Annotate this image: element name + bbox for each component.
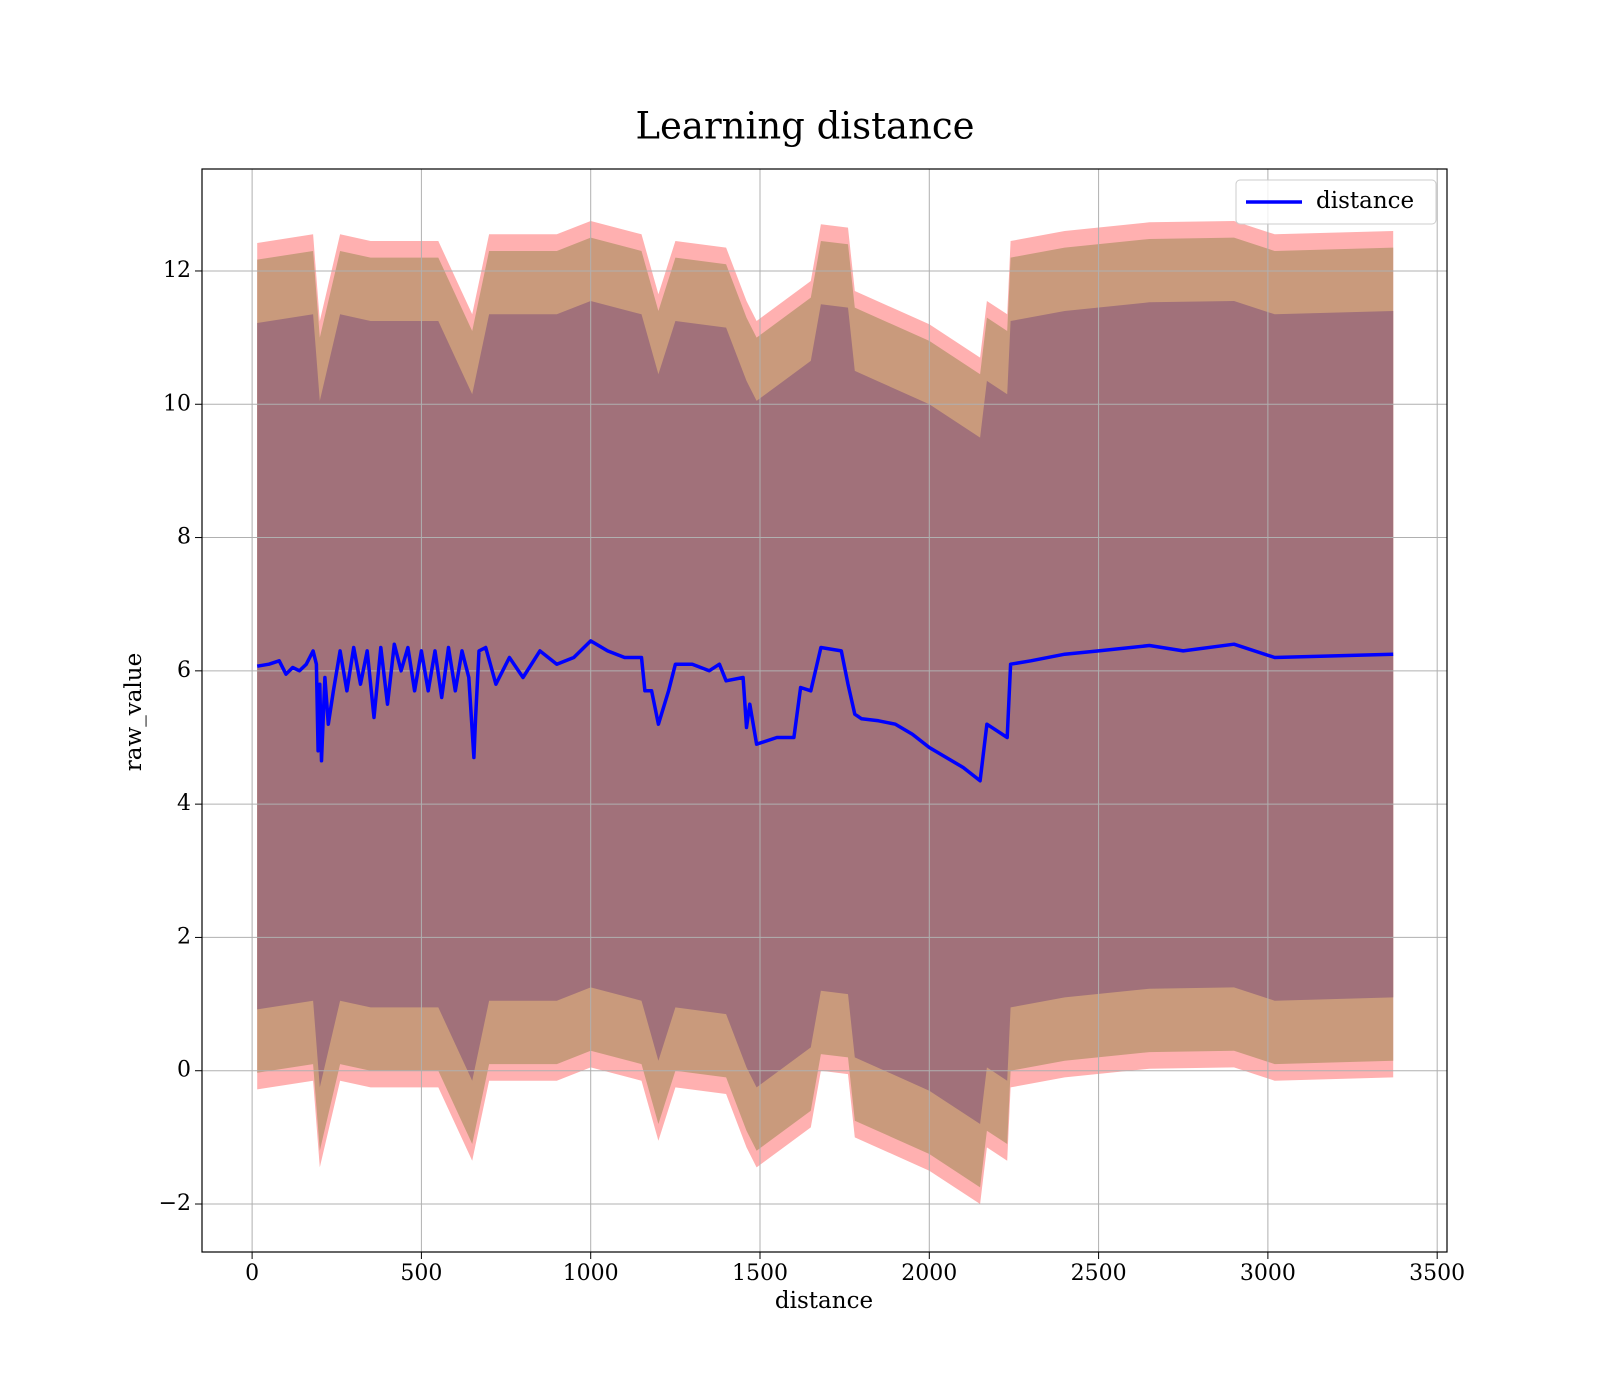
- x-tick-label: 1500: [732, 1261, 788, 1286]
- x-tick-label: 500: [400, 1261, 442, 1286]
- x-tick-label: 1000: [563, 1261, 619, 1286]
- y-tick-label: 2: [177, 924, 191, 949]
- y-tick-label: −2: [159, 1191, 191, 1216]
- y-tick-label: 4: [177, 791, 191, 816]
- chart-title: Learning distance: [635, 105, 974, 148]
- y-axis-label: raw_value: [121, 653, 147, 771]
- band: [257, 301, 1394, 1124]
- x-tick-label: 0: [245, 1261, 259, 1286]
- legend: distance: [1235, 179, 1437, 225]
- y-tick-label: 0: [177, 1058, 191, 1083]
- x-tick-label: 3500: [1409, 1261, 1465, 1286]
- x-axis-label: distance: [775, 1288, 873, 1314]
- y-tick-label: 12: [163, 258, 191, 283]
- x-tick-label: 3000: [1240, 1261, 1296, 1286]
- y-tick-label: 10: [163, 391, 191, 416]
- legend-label: distance: [1316, 188, 1414, 214]
- x-tick-label: 2500: [1071, 1261, 1127, 1286]
- y-tick-label: 8: [177, 525, 191, 550]
- plot-frame: [201, 168, 1448, 1253]
- line: [256, 639, 1394, 783]
- x-tick-label: 2000: [901, 1261, 957, 1286]
- legend-box: [1235, 179, 1437, 225]
- y-tick-label: 6: [177, 658, 191, 683]
